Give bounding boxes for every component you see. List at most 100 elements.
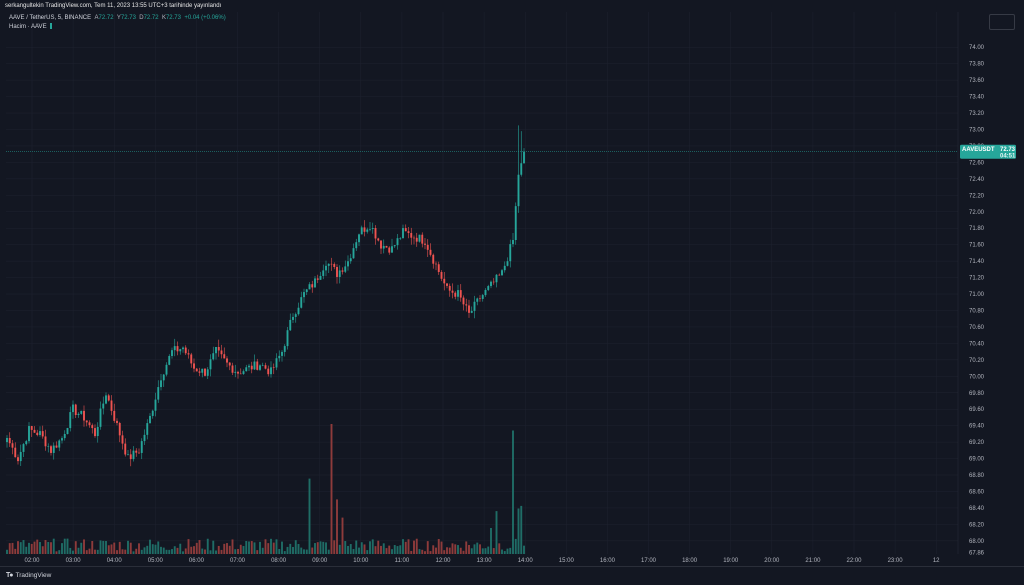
time-tick-label: 07:00 bbox=[230, 558, 246, 564]
time-tick-label: 11:00 bbox=[395, 558, 410, 564]
candle-body bbox=[94, 428, 96, 437]
chart-settings-button[interactable] bbox=[989, 14, 1015, 30]
candle-body bbox=[484, 289, 487, 296]
time-tick-label: 10:00 bbox=[353, 558, 369, 564]
volume-bar bbox=[25, 546, 28, 554]
candlestick-chart[interactable]: 74.0073.8073.6073.4073.2073.0072.8072.60… bbox=[0, 12, 1024, 566]
candle-body bbox=[352, 248, 355, 259]
candle-body bbox=[264, 365, 267, 369]
volume-bar bbox=[113, 542, 116, 554]
candle-body bbox=[333, 264, 336, 267]
volume-bar bbox=[154, 544, 157, 554]
volume-bar bbox=[55, 551, 58, 554]
price-axis-background bbox=[958, 12, 1024, 554]
price-tick-label: 71.60 bbox=[969, 243, 985, 249]
volume-bar bbox=[160, 546, 162, 554]
legend-low-value: 72.72 bbox=[143, 15, 159, 21]
candle-body bbox=[385, 245, 388, 248]
volume-bar bbox=[523, 545, 525, 554]
candle-body bbox=[127, 454, 129, 455]
candle-body bbox=[336, 266, 338, 277]
candle-body bbox=[259, 365, 261, 370]
candle-body bbox=[160, 380, 162, 388]
candle-body bbox=[118, 422, 121, 436]
volume-bar bbox=[490, 528, 492, 554]
volume-bar bbox=[52, 538, 55, 554]
volume-bar bbox=[418, 549, 421, 554]
volume-bar bbox=[506, 548, 509, 554]
candle-body bbox=[30, 426, 33, 430]
candle-body bbox=[201, 368, 204, 373]
candle-body bbox=[292, 316, 294, 320]
volume-bar bbox=[94, 549, 96, 554]
volume-bar bbox=[366, 550, 369, 554]
volume-bar bbox=[501, 549, 503, 554]
volume-bar bbox=[382, 543, 385, 554]
volume-bar bbox=[470, 548, 473, 554]
time-axis[interactable]: 02:00 03:00 04:00 05:00 06:00 07:00 08:00 09:00… bbox=[24, 558, 940, 564]
candle-body bbox=[80, 410, 83, 414]
candle-body bbox=[286, 330, 289, 347]
candle-body bbox=[275, 358, 278, 368]
volume-bar bbox=[509, 547, 512, 554]
price-tick-label: 68.80 bbox=[969, 473, 985, 479]
candle-body bbox=[503, 265, 506, 271]
candle-body bbox=[509, 244, 512, 262]
price-tag-background bbox=[960, 144, 1016, 159]
candle-body bbox=[327, 263, 330, 266]
candle-body bbox=[138, 452, 140, 454]
volume-bar bbox=[6, 549, 8, 554]
volume-color-marker bbox=[49, 23, 52, 30]
candle-body bbox=[388, 247, 391, 253]
candle-body bbox=[253, 361, 256, 370]
volume-bar bbox=[272, 542, 275, 554]
volume-bar bbox=[410, 550, 413, 554]
chart-background bbox=[0, 12, 1024, 566]
candle-body bbox=[506, 261, 509, 266]
candle-body bbox=[473, 301, 476, 311]
volume-bar bbox=[492, 548, 495, 554]
candle-body bbox=[129, 454, 132, 460]
price-axis[interactable]: 74.0073.8073.6073.4073.2073.0072.8072.60… bbox=[969, 45, 985, 556]
footer: T● TradingView bbox=[0, 566, 1024, 585]
candle-body bbox=[382, 245, 385, 249]
candle-body bbox=[272, 367, 275, 368]
candle-body bbox=[407, 231, 410, 234]
candle-body bbox=[217, 346, 220, 351]
candle-body bbox=[314, 278, 316, 288]
candle-body bbox=[248, 365, 250, 368]
candle-body bbox=[209, 359, 212, 370]
candle-body bbox=[495, 274, 498, 283]
volume-bar bbox=[96, 549, 99, 554]
candle-body bbox=[256, 361, 259, 370]
candle-body bbox=[11, 443, 14, 448]
candle-body bbox=[6, 438, 8, 443]
volume-bar bbox=[369, 541, 371, 554]
candle-body bbox=[487, 286, 490, 290]
price-tag-countdown: 04:51 bbox=[1000, 154, 1016, 160]
candle-body bbox=[77, 413, 80, 416]
price-tick-label: 72.00 bbox=[969, 210, 985, 216]
candle-body bbox=[102, 403, 105, 409]
volume-bar bbox=[132, 551, 135, 554]
tradingview-logo[interactable]: T● TradingView bbox=[6, 572, 51, 579]
candle-body bbox=[173, 346, 176, 351]
candle-body bbox=[143, 434, 146, 442]
legend-open-key: A bbox=[94, 15, 99, 21]
price-tick-label: 69.40 bbox=[969, 424, 985, 430]
volume-bar bbox=[135, 548, 138, 554]
volume-bar bbox=[138, 543, 140, 554]
candle-body bbox=[308, 284, 311, 290]
time-tick-label: 21:00 bbox=[805, 558, 821, 564]
volume-bar bbox=[242, 546, 245, 554]
candle-body bbox=[55, 445, 58, 448]
volume-bar bbox=[217, 545, 220, 554]
candle-body bbox=[501, 270, 503, 276]
candle-body bbox=[154, 399, 157, 411]
volume-bar bbox=[440, 541, 443, 554]
volume-bar bbox=[473, 544, 476, 554]
candle-body bbox=[58, 440, 61, 448]
candle-body bbox=[132, 450, 135, 460]
price-tick-label: 72.20 bbox=[969, 193, 985, 199]
